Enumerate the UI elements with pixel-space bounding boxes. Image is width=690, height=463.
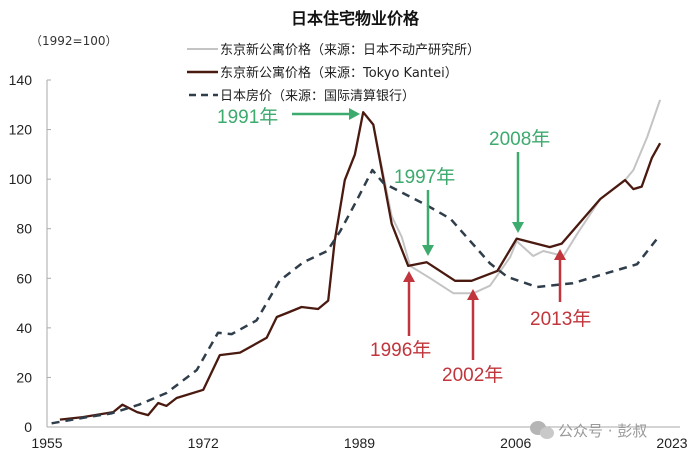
arrow-head-icon [403, 271, 415, 282]
x-tick-label: 2006 [500, 435, 531, 451]
annotation-label: 2013年 [530, 308, 591, 330]
arrow-head-icon [349, 108, 360, 120]
wechat-icon [530, 421, 554, 439]
legend-label: 日本房价（来源：国际清算银行） [220, 88, 415, 104]
y-tick-label: 120 [9, 122, 33, 138]
annotations: 1991年 1997年 2008年 1996年 2002年 2013年 [217, 106, 591, 386]
watermark: 公众号 · 彭叔 [530, 421, 647, 440]
annotation-label: 1997年 [394, 166, 455, 188]
y-tick-label: 60 [16, 270, 32, 286]
y-tick-label: 40 [16, 320, 32, 336]
unit-label: （1992=100） [30, 34, 118, 48]
y-tick-label: 0 [24, 419, 32, 435]
arrow-head-icon [512, 222, 524, 233]
annotation-label: 1996年 [370, 339, 431, 361]
legend: 东京新公寓价格（来源：日本不动产研究所） 东京新公寓价格（来源：Tokyo Ka… [187, 42, 480, 104]
series-line-bis [51, 168, 662, 425]
x-tick-label: 1989 [344, 435, 375, 451]
y-tick-label: 80 [16, 221, 32, 237]
y-tick-label: 100 [9, 171, 33, 187]
x-tick-label: 2023 [656, 435, 687, 451]
arrow-head-icon [422, 245, 434, 256]
annotation-label: 2002年 [442, 364, 503, 386]
annotation-label: 2008年 [489, 128, 550, 150]
annotation-label: 1991年 [217, 106, 278, 128]
watermark-text: 公众号 · 彭叔 [558, 422, 647, 440]
legend-label: 东京新公寓价格（来源：日本不动产研究所） [220, 42, 480, 58]
arrow-head-icon [467, 289, 479, 300]
x-tick-label: 1972 [188, 435, 219, 451]
y-tick-label: 20 [16, 369, 32, 385]
axes: 0 20 40 60 80 100 120 140 1955 1972 1989 2006 2023 [9, 72, 688, 451]
legend-label: 东京新公寓价格（来源：Tokyo Kantei） [220, 65, 458, 81]
x-tick-label: 1955 [31, 435, 62, 451]
chart-title: 日本住宅物业价格 [291, 9, 420, 28]
arrow-head-icon [554, 249, 566, 260]
y-tick-label: 140 [9, 72, 33, 88]
series-lines [51, 99, 662, 425]
series-line-tokyo-kantei [59, 111, 662, 421]
